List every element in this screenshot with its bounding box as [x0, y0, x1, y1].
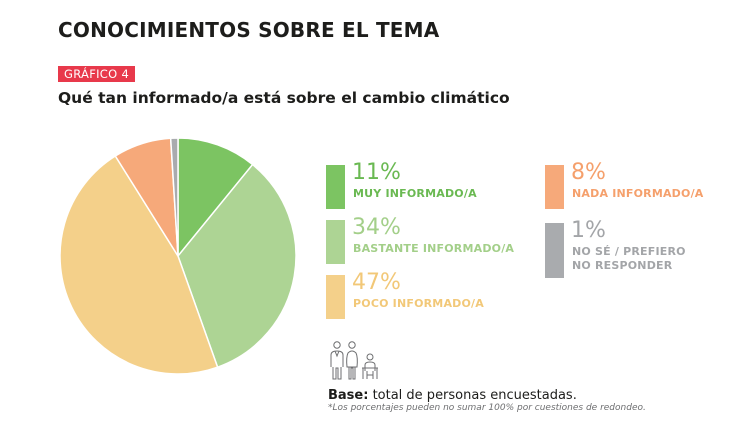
- legend-swatch: [545, 223, 564, 278]
- family-icon: [330, 341, 378, 380]
- legend-percent: 34%: [352, 215, 401, 240]
- chart-number-badge: GRÁFICO 4: [58, 66, 136, 82]
- legend-percent: 47%: [352, 270, 401, 295]
- legend-percent: 11%: [352, 160, 401, 185]
- base-note: Base: total de personas encuestadas.: [328, 388, 577, 403]
- legend-swatch: [545, 165, 564, 209]
- legend-swatch: [326, 165, 345, 209]
- legend-label-line1: NO SÉ / PREFIERO: [572, 245, 686, 258]
- legend-swatch: [326, 275, 345, 319]
- pie-slice-muy-informado-a: [177, 137, 254, 259]
- pie-slice-no-s-prefiero-no-responder: [169, 137, 179, 257]
- pie-slice-bastante-informado-a: [177, 163, 297, 369]
- legend-percent: 8%: [571, 160, 606, 185]
- section-title: CONOCIMIENTOS SOBRE EL TEMA: [58, 18, 440, 42]
- legend-label: MUY INFORMADO/A: [353, 187, 477, 200]
- chart-subtitle: Qué tan informado/a está sobre el cambio…: [58, 89, 510, 107]
- legend-label-line2: NO RESPONDER: [572, 259, 673, 272]
- legend-swatch: [326, 220, 345, 264]
- legend-label: BASTANTE INFORMADO/A: [353, 242, 515, 255]
- base-text: total de personas encuestadas.: [368, 388, 577, 403]
- base-label: Base:: [328, 388, 369, 403]
- pie-slice-poco-informado-a: [59, 154, 219, 375]
- rounding-note: *Los porcentajes pueden no sumar 100% po…: [328, 403, 646, 413]
- legend-label: NADA INFORMADO/A: [572, 187, 704, 200]
- legend-percent: 1%: [571, 218, 606, 243]
- legend-label: POCO INFORMADO/A: [353, 297, 484, 310]
